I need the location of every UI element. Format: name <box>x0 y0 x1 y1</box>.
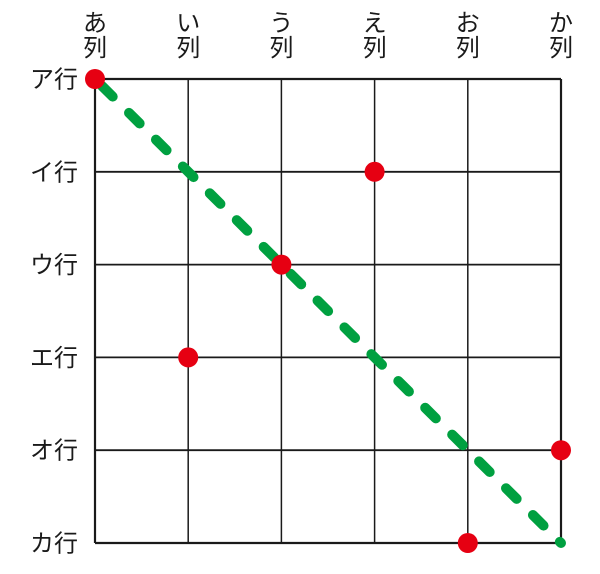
y-axis-label: ウ行 <box>30 252 78 279</box>
x-axis-label: あ列 <box>83 10 107 62</box>
data-point <box>551 440 571 461</box>
y-axis-label: ア行 <box>30 67 78 94</box>
y-axis-label: エ行 <box>30 345 78 372</box>
data-point <box>178 347 199 368</box>
grid <box>93 77 563 545</box>
data-point <box>457 533 478 553</box>
y-axis-label: イ行 <box>30 159 78 186</box>
x-axis-label: え列 <box>363 10 387 62</box>
diagonal-dashed-line <box>90 74 566 548</box>
x-axis-label: お列 <box>456 10 480 62</box>
data-point <box>271 254 292 275</box>
data-point <box>85 69 105 89</box>
y-axis-label: カ行 <box>30 531 78 558</box>
x-axis-label: い列 <box>176 10 200 62</box>
x-axis-label: か列 <box>549 10 573 62</box>
y-axis-label: オ行 <box>30 438 78 465</box>
data-point <box>364 161 385 182</box>
x-axis-label: う列 <box>269 10 293 62</box>
